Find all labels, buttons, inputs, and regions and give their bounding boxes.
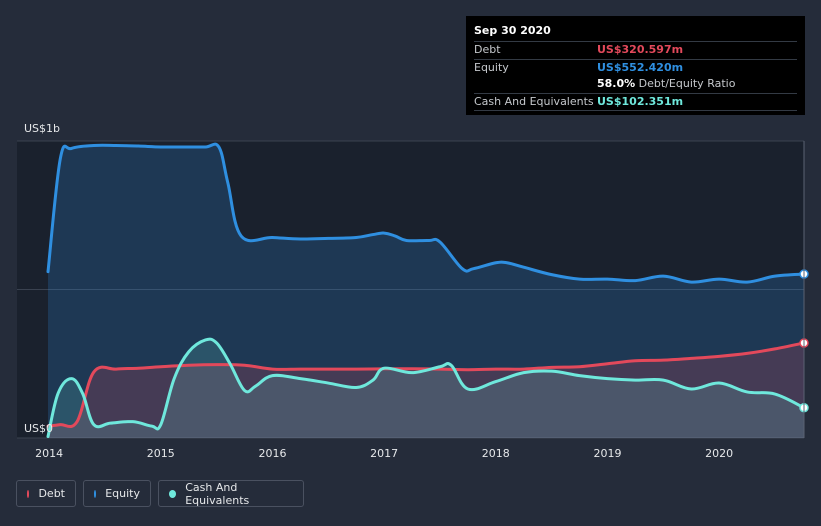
legend-debt-label: Debt bbox=[38, 487, 65, 500]
debt-line bbox=[46, 341, 806, 429]
legend-cash-label: Cash And Equivalents bbox=[185, 480, 250, 507]
legend-item-equity[interactable]: Equity bbox=[83, 480, 151, 507]
tooltip-ratio-value: 58.0% bbox=[597, 77, 636, 90]
tooltip-cash-value: US$102.351m bbox=[597, 94, 684, 108]
x-tick-label-2018: 2018 bbox=[482, 447, 510, 460]
legend-item-debt[interactable]: Debt bbox=[16, 480, 76, 507]
y-axis-max-label: US$1b bbox=[24, 122, 61, 135]
debt-area bbox=[48, 342, 804, 438]
tooltip-debt-label: Debt bbox=[474, 43, 501, 56]
equity-dot-icon bbox=[94, 489, 97, 498]
tooltip-ratio-row: 58.0% Debt/Equity Ratio bbox=[474, 76, 797, 94]
cash-line bbox=[46, 337, 806, 439]
x-tick-label-2020: 2020 bbox=[705, 447, 733, 460]
tooltip-equity-value: US$552.420m bbox=[597, 60, 684, 74]
x-tick-label-2019: 2019 bbox=[593, 447, 621, 460]
x-tick-label-2014: 2014 bbox=[35, 447, 63, 460]
tooltip-equity-row: Equity US$552.420m bbox=[474, 60, 797, 77]
y-axis-min-label: US$0 bbox=[24, 422, 54, 435]
tooltip-ratio-label: Debt/Equity Ratio bbox=[638, 77, 736, 90]
x-tick-label-2015: 2015 bbox=[147, 447, 175, 460]
debt-dot-icon bbox=[27, 489, 30, 498]
cash-area bbox=[48, 339, 804, 438]
x-tick-label-2017: 2017 bbox=[370, 447, 398, 460]
legend-item-cash[interactable]: Cash And Equivalents bbox=[158, 480, 304, 507]
equity-line bbox=[46, 142, 806, 284]
tooltip-debt-value: US$320.597m bbox=[597, 43, 684, 56]
tooltip-date: Sep 30 2020 bbox=[474, 24, 797, 42]
cash-dot-icon bbox=[169, 489, 177, 498]
tooltip: Sep 30 2020 Debt US$320.597m Equity US$5… bbox=[466, 16, 805, 115]
x-tick-label-2016: 2016 bbox=[258, 447, 286, 460]
tooltip-cash-row: Cash And Equivalents US$102.351m bbox=[474, 94, 797, 111]
tooltip-equity-label: Equity bbox=[474, 60, 509, 74]
legend-equity-label: Equity bbox=[105, 487, 140, 500]
tooltip-cash-label: Cash And Equivalents bbox=[474, 94, 594, 108]
tooltip-debt-row: Debt US$320.597m bbox=[474, 42, 797, 60]
